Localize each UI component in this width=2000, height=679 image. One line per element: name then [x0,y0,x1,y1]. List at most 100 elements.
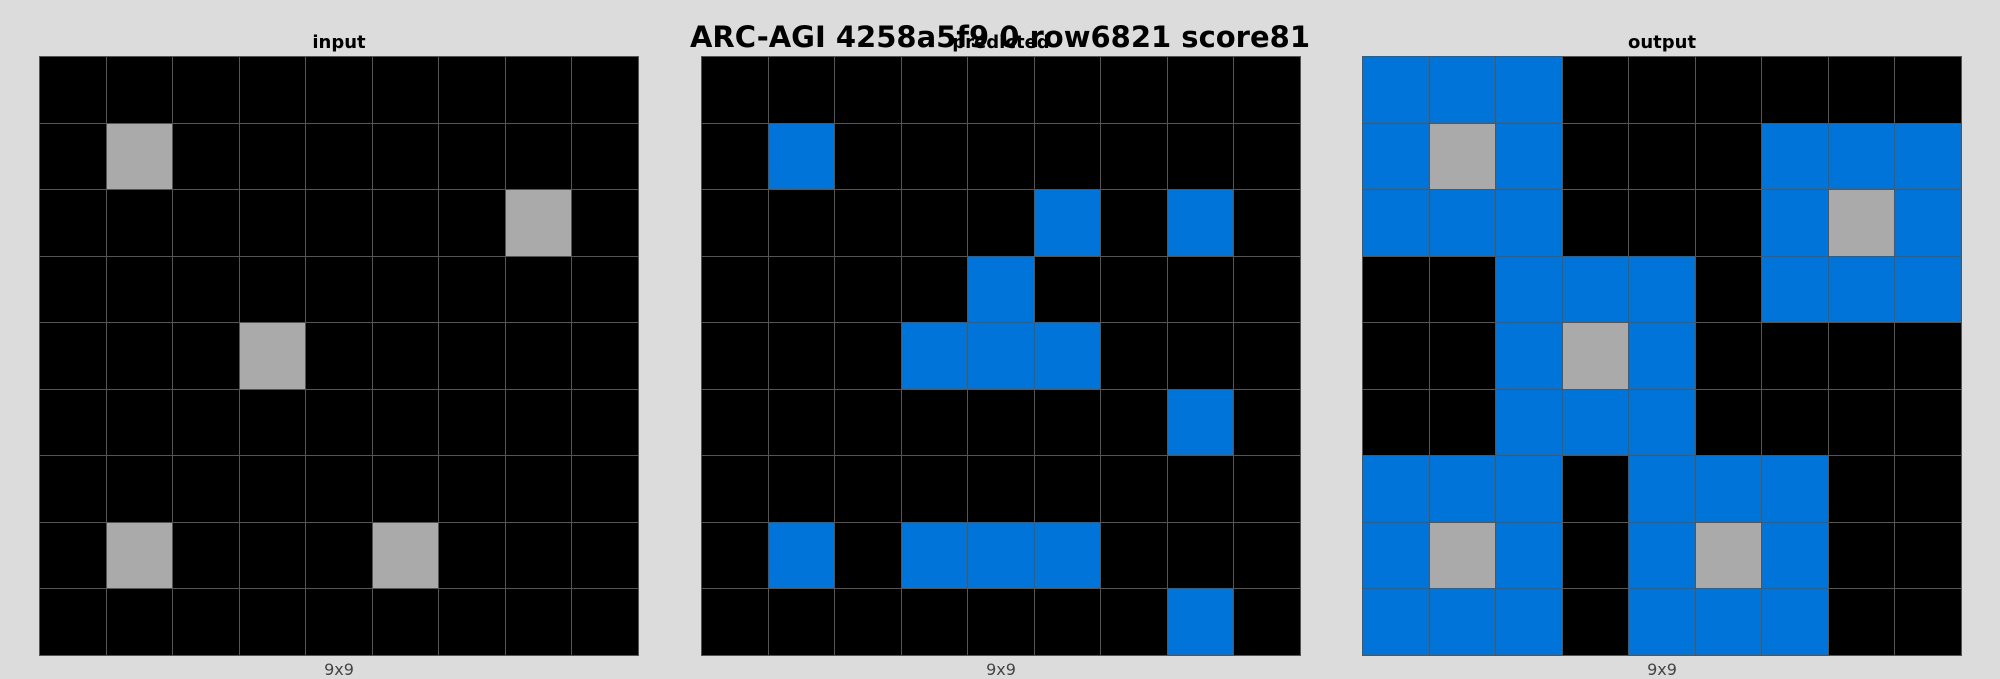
grid-cell [968,389,1034,456]
grid-cell [1695,256,1762,323]
grid-cell [702,323,768,389]
grid-cell [1363,123,1429,190]
grid-cell [1828,589,1895,655]
grid-cell [901,190,968,256]
grid-cell [1101,123,1167,190]
grid-cell [1629,456,1695,522]
grid-cell [1562,190,1629,256]
grid-cell [1562,456,1629,522]
grid-cell [768,123,835,190]
grid-cell [439,256,505,323]
grid-cell [1828,389,1895,456]
grid-cell [40,522,106,589]
grid-cell [1363,256,1429,323]
grid-cell [306,57,372,123]
grid-cell [239,190,306,256]
grid-cell [1828,123,1895,190]
grid-cell [835,123,901,190]
grid-cell [572,589,638,655]
grid-cell [1828,323,1895,389]
grid-cell [1762,589,1828,655]
grid-cell [1034,456,1101,522]
grid-cell [1429,123,1496,190]
grid-cell [572,57,638,123]
grid-cell [1363,57,1429,123]
grid-cell [239,456,306,522]
grid-cell [1496,589,1562,655]
grid-cell [968,190,1034,256]
grid-cell [239,589,306,655]
grid-cell [835,456,901,522]
grid-cell [1101,522,1167,589]
grid-cell [1034,256,1101,323]
grid-cell [1234,456,1300,522]
grid-cell [173,389,239,456]
grid-cell [1695,389,1762,456]
grid-cell [1629,589,1695,655]
input-grid-dims: 9x9 [324,660,354,679]
grid-cell [1234,522,1300,589]
grid-cell [1895,123,1961,190]
grid-cell [372,389,439,456]
grid-cell [505,57,572,123]
grid-cell [1167,389,1234,456]
grid-cell [173,323,239,389]
grid-cell [1496,522,1562,589]
grid-cell [1363,323,1429,389]
grid-cell [1496,389,1562,456]
grid-cell [439,123,505,190]
grid-cell [1828,456,1895,522]
grid-cell [106,57,173,123]
input-panel: input 9x9 [39,0,639,679]
grid-cell [505,256,572,323]
grid-cell [106,522,173,589]
grid-cell [1695,190,1762,256]
grid-cell [439,522,505,589]
grid-cell [1629,256,1695,323]
grid-cell [1167,190,1234,256]
grid-cell [572,256,638,323]
grid-cell [372,589,439,655]
grid-cell [40,589,106,655]
grid-cell [1034,389,1101,456]
input-grid [39,56,639,656]
grid-cell [1167,456,1234,522]
grid-cell [1895,389,1961,456]
grid-cell [1234,256,1300,323]
grid-cell [1895,589,1961,655]
grid-cell [1167,522,1234,589]
grid-cell [1496,256,1562,323]
grid-cell [306,323,372,389]
grid-cell [572,456,638,522]
grid-cell [505,522,572,589]
grid-cell [1762,522,1828,589]
grid-cell [1895,256,1961,323]
predicted-grid [701,56,1301,656]
grid-cell [1762,389,1828,456]
grid-cell [173,456,239,522]
grid-cell [1429,389,1496,456]
grid-cell [1629,123,1695,190]
grid-cell [1363,389,1429,456]
grid-cell [968,256,1034,323]
grid-cell [239,389,306,456]
grid-cell [239,123,306,190]
grid-cell [768,456,835,522]
grid-cell [1429,57,1496,123]
grid-cell [306,456,372,522]
grid-cell [901,123,968,190]
grid-cell [572,389,638,456]
grid-cell [1496,190,1562,256]
grid-cell [106,323,173,389]
grid-cell [372,256,439,323]
grid-cell [901,589,968,655]
grid-cell [1828,57,1895,123]
grid-cell [572,522,638,589]
grid-cell [439,456,505,522]
grid-cell [835,389,901,456]
grid-cell [1562,256,1629,323]
grid-cell [768,522,835,589]
grid-cell [1363,522,1429,589]
main-title: ARC-AGI 4258a5f9 0 row6821 score81 [689,20,1311,54]
grid-cell [901,57,968,123]
